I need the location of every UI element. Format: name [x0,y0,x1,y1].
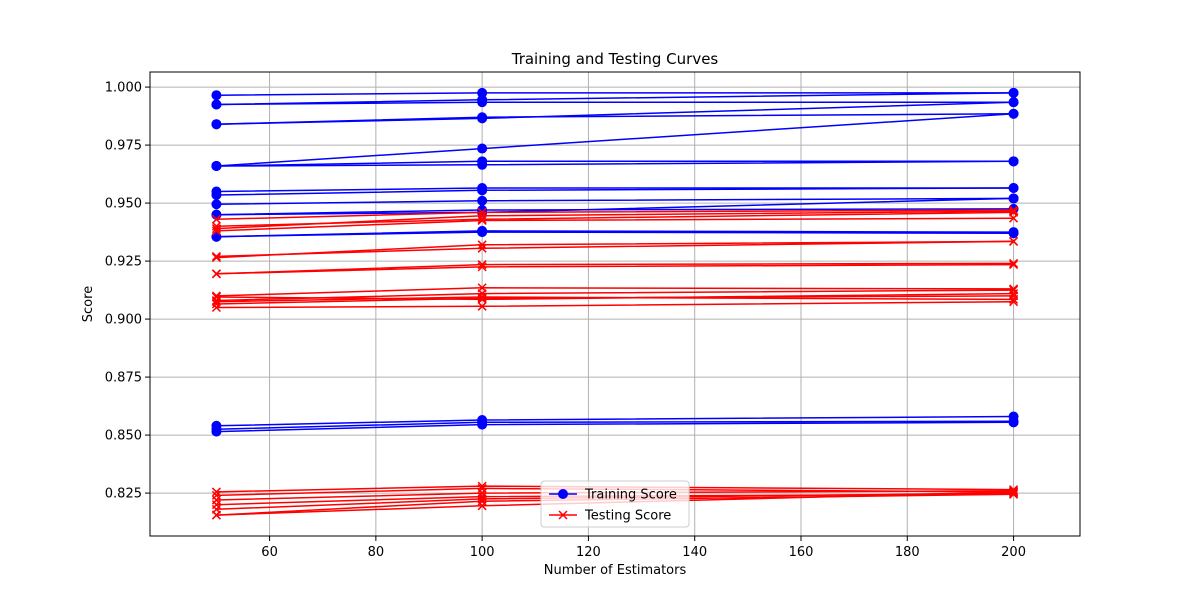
x-tick-label: 100 [470,545,495,560]
testing-point [477,292,487,302]
training-point [477,113,488,124]
training-point [477,195,488,206]
y-axis-title: Score [81,286,96,322]
training-point [477,419,488,430]
testing-point [211,251,221,261]
training-point [1008,228,1019,239]
y-tick-label: 0.950 [105,197,142,212]
testing-point [477,215,487,226]
testing-score-series [211,292,1019,307]
testing-point [477,262,487,272]
testing-point [1009,213,1019,223]
training-point [211,209,222,220]
legend-entry-train: Training Score [549,488,677,503]
training-point [1008,108,1019,119]
testing-point [211,226,221,236]
y-tick-label: 0.900 [105,313,142,328]
axes-frame [149,71,1081,537]
testing-score-series [211,213,1019,236]
testing-score-series [211,489,1019,520]
training-point [211,99,222,110]
training-point [211,90,222,101]
testing-point [477,301,487,311]
testing-point [1009,260,1019,270]
training-point [1008,156,1019,167]
testing-point [211,269,221,279]
y-tick-label: 0.925 [105,255,142,270]
x-tick-label: 160 [789,545,814,560]
legend-label: Training Score [584,488,677,503]
training-point [211,426,222,437]
x-axis-title: Number of Estimators [544,563,687,578]
training-point [211,199,222,210]
axis-ticks: 60 80 100 120 140 160 180 200 0.825 0.850 0.875 0.9… [105,81,1026,560]
testing-point [1009,258,1019,268]
x-tick-label: 140 [682,545,707,560]
testing-point [1009,297,1019,307]
training-point [477,227,488,238]
testing-score-series [211,236,1019,263]
training-point [211,119,222,130]
x-tick-label: 120 [576,545,601,560]
testing-score-series [211,297,1019,313]
training-point [477,143,488,154]
training-point [477,185,488,196]
x-tick-label: 60 [261,545,278,560]
y-tick-label: 0.850 [105,429,142,444]
x-tick-label: 200 [1001,545,1026,560]
y-tick-label: 1.000 [105,81,142,96]
legend-label: Testing Score [584,509,671,524]
training-score-series [211,87,1019,110]
testing-point [211,302,221,313]
legend-marker [558,510,568,520]
training-point [211,231,222,242]
legend-entry-test: Testing Score [549,509,671,524]
y-tick-label: 0.825 [105,487,142,502]
y-tick-label: 0.875 [105,371,142,386]
training-point [477,159,488,170]
training-score-series [211,97,1019,130]
training-point [477,94,488,105]
testing-point [1009,236,1019,246]
testing-point [1009,206,1019,216]
plot-series [211,87,1019,520]
training-score-series [211,183,1019,200]
testing-point [211,214,221,224]
training-score-series [211,417,1019,437]
legend-box [540,480,690,528]
training-point [1008,97,1019,108]
testing-point [1009,488,1019,498]
testing-score-series [211,260,1019,279]
training-point [1008,417,1019,428]
training-point [1008,183,1019,193]
training-point [211,189,222,200]
chart-title: Training and Testing Curves [511,50,719,68]
testing-point [211,295,221,306]
x-tick-label: 80 [368,545,385,560]
training-score-series [211,108,1019,171]
y-tick-label: 0.975 [105,139,142,154]
testing-point [477,293,487,303]
x-tick-label: 180 [895,545,920,560]
legend-marker [558,489,568,499]
training-point [1008,193,1019,204]
testing-point [211,253,221,263]
testing-point [1009,489,1019,499]
training-score-series [211,227,1019,242]
testing-point [211,510,221,520]
testing-point [477,496,487,506]
legend: Training Score Testing Score [540,480,690,528]
training-point [1008,87,1019,98]
training-point [211,160,222,171]
testing-point [211,299,221,309]
testing-point [477,240,487,250]
